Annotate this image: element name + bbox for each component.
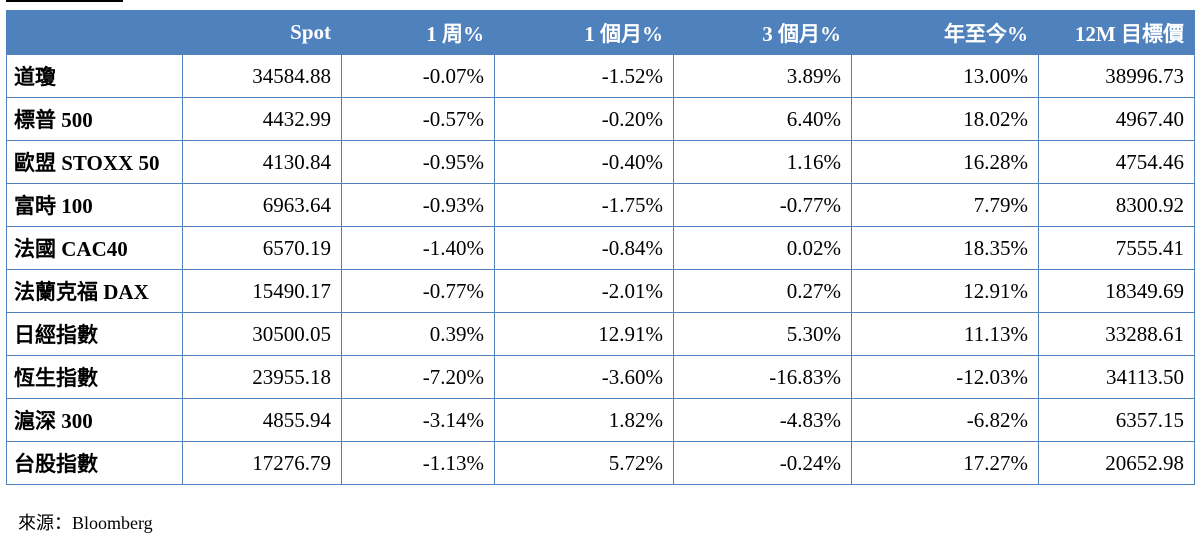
value-cell: 7555.41 [1038, 226, 1195, 270]
value-cell: -6.82% [851, 398, 1039, 442]
value-cell: 17.27% [851, 441, 1039, 485]
index-name-cell: 道瓊 [6, 54, 183, 98]
column-header: 年至今% [851, 10, 1039, 55]
value-cell: -0.07% [341, 54, 495, 98]
value-cell: -16.83% [673, 355, 852, 399]
header-row: Spot 1 周% 1 個月% 3 個月% 年至今% 12M 目標價 [6, 10, 1195, 55]
column-header: 3 個月% [673, 10, 852, 55]
table-header: Spot 1 周% 1 個月% 3 個月% 年至今% 12M 目標價 [6, 10, 1195, 55]
table-row: 道瓊 34584.88 -0.07% -1.52% 3.89% 13.00% 38996.7… [6, 54, 1195, 98]
value-cell: 5.72% [494, 441, 674, 485]
value-cell: -3.14% [341, 398, 495, 442]
value-cell: -12.03% [851, 355, 1039, 399]
value-cell: -0.93% [341, 183, 495, 227]
column-header: Spot [182, 10, 342, 55]
value-cell: -0.24% [673, 441, 852, 485]
value-cell: 34584.88 [182, 54, 342, 98]
value-cell: 13.00% [851, 54, 1039, 98]
value-cell: 18.35% [851, 226, 1039, 270]
value-cell: 0.27% [673, 269, 852, 313]
index-name-cell: 日經指數 [6, 312, 183, 356]
value-cell: -1.13% [341, 441, 495, 485]
column-header: 1 周% [341, 10, 495, 55]
value-cell: -2.01% [494, 269, 674, 313]
market-index-table: Spot 1 周% 1 個月% 3 個月% 年至今% 12M 目標價 道瓊 34584.88… [6, 10, 1195, 485]
value-cell: -0.57% [341, 97, 495, 141]
value-cell: -1.40% [341, 226, 495, 270]
index-name-cell: 台股指數 [6, 441, 183, 485]
table-row: 歐盟 STOXX 50 4130.84 -0.95% -0.40% 1.16% 16.28… [6, 140, 1195, 184]
source-note: 來源：Bloomberg [18, 513, 153, 533]
value-cell: 5.30% [673, 312, 852, 356]
value-cell: 18349.69 [1038, 269, 1195, 313]
value-cell: -1.75% [494, 183, 674, 227]
value-cell: 8300.92 [1038, 183, 1195, 227]
value-cell: 38996.73 [1038, 54, 1195, 98]
top-rule [6, 0, 123, 2]
value-cell: 1.16% [673, 140, 852, 184]
column-header: 12M 目標價 [1038, 10, 1195, 55]
value-cell: -0.84% [494, 226, 674, 270]
value-cell: 6357.15 [1038, 398, 1195, 442]
value-cell: 16.28% [851, 140, 1039, 184]
table-row: 標普 500 4432.99 -0.57% -0.20% 6.40% 18.02% 4967… [6, 97, 1195, 141]
index-name-cell: 歐盟 STOXX 50 [6, 140, 183, 184]
value-cell: -4.83% [673, 398, 852, 442]
value-cell: 6963.64 [182, 183, 342, 227]
value-cell: 6.40% [673, 97, 852, 141]
value-cell: 7.79% [851, 183, 1039, 227]
index-name-cell: 法國 CAC40 [6, 226, 183, 270]
value-cell: 23955.18 [182, 355, 342, 399]
value-cell: 33288.61 [1038, 312, 1195, 356]
column-header [6, 10, 183, 55]
value-cell: 4432.99 [182, 97, 342, 141]
value-cell: -0.77% [341, 269, 495, 313]
value-cell: -0.20% [494, 97, 674, 141]
table-row: 法蘭克福 DAX 15490.17 -0.77% -2.01% 0.27% 12.91% 1… [6, 269, 1195, 313]
value-cell: 12.91% [494, 312, 674, 356]
value-cell: 0.39% [341, 312, 495, 356]
value-cell: -1.52% [494, 54, 674, 98]
index-name-cell: 標普 500 [6, 97, 183, 141]
value-cell: 1.82% [494, 398, 674, 442]
table-row: 台股指數 17276.79 -1.13% 5.72% -0.24% 17.27% 20652… [6, 441, 1195, 485]
value-cell: 4754.46 [1038, 140, 1195, 184]
value-cell: 0.02% [673, 226, 852, 270]
table-row: 滬深 300 4855.94 -3.14% 1.82% -4.83% -6.82% 6357… [6, 398, 1195, 442]
index-name-cell: 恆生指數 [6, 355, 183, 399]
table-body: 道瓊 34584.88 -0.07% -1.52% 3.89% 13.00% 38996.7… [6, 54, 1195, 485]
index-name-cell: 滬深 300 [6, 398, 183, 442]
value-cell: 4967.40 [1038, 97, 1195, 141]
value-cell: -0.77% [673, 183, 852, 227]
value-cell: 20652.98 [1038, 441, 1195, 485]
value-cell: -3.60% [494, 355, 674, 399]
table-row: 富時 100 6963.64 -0.93% -1.75% -0.77% 7.79% 8300… [6, 183, 1195, 227]
value-cell: 15490.17 [182, 269, 342, 313]
value-cell: 30500.05 [182, 312, 342, 356]
index-name-cell: 富時 100 [6, 183, 183, 227]
index-name-cell: 法蘭克福 DAX [6, 269, 183, 313]
table-row: 恆生指數 23955.18 -7.20% -3.60% -16.83% -12.03% 34… [6, 355, 1195, 399]
table-row: 法國 CAC40 6570.19 -1.40% -0.84% 0.02% 18.35% 75… [6, 226, 1195, 270]
value-cell: 17276.79 [182, 441, 342, 485]
value-cell: 11.13% [851, 312, 1039, 356]
value-cell: 12.91% [851, 269, 1039, 313]
value-cell: -0.95% [341, 140, 495, 184]
value-cell: 18.02% [851, 97, 1039, 141]
column-header: 1 個月% [494, 10, 674, 55]
value-cell: 4855.94 [182, 398, 342, 442]
value-cell: 34113.50 [1038, 355, 1195, 399]
table-row: 日經指數 30500.05 0.39% 12.91% 5.30% 11.13% 33288.… [6, 312, 1195, 356]
value-cell: -7.20% [341, 355, 495, 399]
value-cell: 4130.84 [182, 140, 342, 184]
value-cell: -0.40% [494, 140, 674, 184]
value-cell: 3.89% [673, 54, 852, 98]
value-cell: 6570.19 [182, 226, 342, 270]
